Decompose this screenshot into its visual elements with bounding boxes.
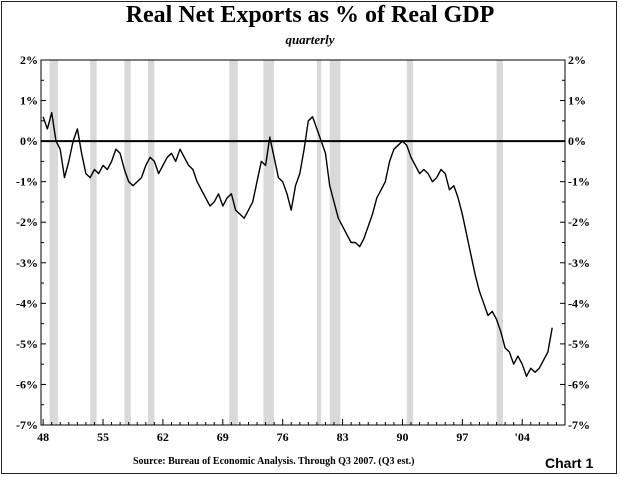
recession-bands <box>49 60 503 425</box>
x-tick-label: 62 <box>157 430 169 444</box>
recession-band-7 <box>316 60 322 425</box>
chart-subtitle: quarterly <box>285 32 335 47</box>
y-tick-label-right: 2% <box>568 53 586 67</box>
y-tick-label-left: 1% <box>20 94 38 108</box>
y-tick-label-left: -7% <box>16 418 38 432</box>
recession-band-8 <box>329 60 341 425</box>
y-tick-label-right: -6% <box>568 377 590 391</box>
y-tick-label-right: 0% <box>568 134 586 148</box>
y-tick-label-left: -2% <box>16 215 38 229</box>
x-tick-label: 90 <box>396 430 408 444</box>
y-tick-label-left: 2% <box>20 53 38 67</box>
recession-band-1 <box>49 60 59 425</box>
x-tick-label: 76 <box>277 430 289 444</box>
x-tick-label: 97 <box>456 430 468 444</box>
recession-band-6 <box>263 60 275 425</box>
recession-band-5 <box>229 60 238 425</box>
x-tick-label: 55 <box>97 430 109 444</box>
y-tick-label-right: -3% <box>568 256 590 270</box>
x-tick-label: 69 <box>217 430 229 444</box>
y-tick-label-left: -3% <box>16 256 38 270</box>
recession-band-4 <box>147 60 155 425</box>
chart-axes <box>40 59 566 426</box>
series-layer <box>42 111 553 377</box>
x-tick-label: 48 <box>37 430 49 444</box>
series-line-1 <box>42 111 553 377</box>
source-note: Source: Bureau of Economic Analysis. Thr… <box>133 456 415 467</box>
recession-band-2 <box>90 60 97 425</box>
chart-title: Real Net Exports as % of Real GDP <box>125 2 495 28</box>
chart-number-label: Chart 1 <box>545 455 594 471</box>
x-tick-label: 83 <box>337 430 349 444</box>
recession-band-9 <box>406 60 414 425</box>
x-tick-label: '04 <box>515 430 530 444</box>
y-tick-label-right: -5% <box>568 337 590 351</box>
y-tick-label-right: -1% <box>568 175 590 189</box>
recession-band-10 <box>496 60 503 425</box>
y-tick-label-left: -5% <box>16 337 38 351</box>
y-tick-label-right: 1% <box>568 94 586 108</box>
y-tick-label-right: -7% <box>568 418 590 432</box>
y-tick-label-right: -2% <box>568 215 590 229</box>
y-tick-label-right: -4% <box>568 296 590 310</box>
y-tick-label-left: -6% <box>16 377 38 391</box>
y-tick-label-left: 0% <box>20 134 38 148</box>
tick-labels: 2% 2% 1% 1% 0% 0% -1% -1% -2% -2% -3% -3% -4% -4% -5% -… <box>16 53 590 444</box>
plot-border <box>40 59 566 426</box>
y-tick-label-left: -4% <box>16 296 38 310</box>
y-tick-label-left: -1% <box>16 175 38 189</box>
recession-band-3 <box>124 60 131 425</box>
